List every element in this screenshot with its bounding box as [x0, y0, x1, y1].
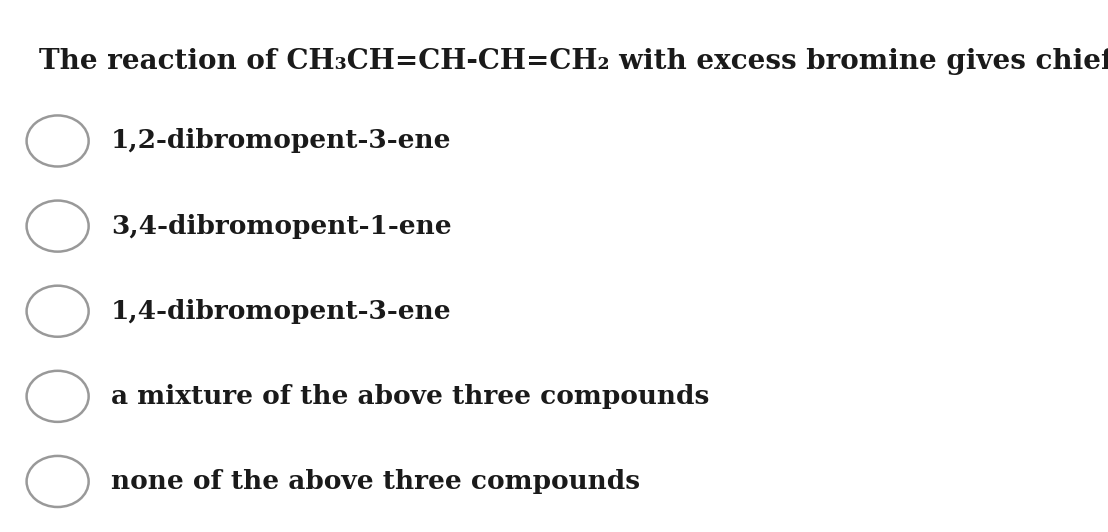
Text: The reaction of CH₃CH=CH-CH=CH₂ with excess bromine gives chiefly: The reaction of CH₃CH=CH-CH=CH₂ with exc…	[39, 48, 1108, 75]
Text: 1,4-dibromopent-3-ene: 1,4-dibromopent-3-ene	[111, 299, 451, 323]
Text: none of the above three compounds: none of the above three compounds	[111, 469, 640, 494]
Text: a mixture of the above three compounds: a mixture of the above three compounds	[111, 384, 709, 409]
Text: 3,4-dibromopent-1-ene: 3,4-dibromopent-1-ene	[111, 214, 451, 238]
Text: 1,2-dibromopent-3-ene: 1,2-dibromopent-3-ene	[111, 129, 451, 153]
